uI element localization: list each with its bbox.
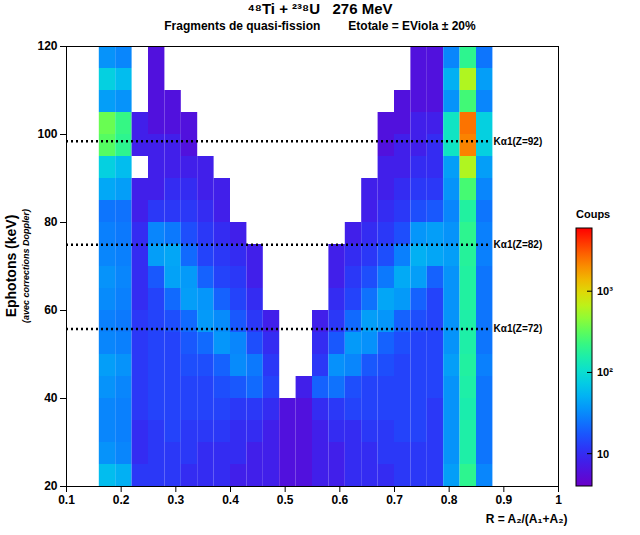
html-text:Etotale = EViola ± 20%: Etotale = EViola ± 20% bbox=[348, 19, 476, 33]
svg-text:100: 100 bbox=[37, 127, 57, 141]
svg-text:Kα1(Z=92): Kα1(Z=92) bbox=[494, 136, 543, 147]
svg-text:0.3: 0.3 bbox=[167, 493, 184, 507]
html-text:Fragments de quasi-fission: Fragments de quasi-fission bbox=[164, 19, 321, 33]
svg-text:Kα1(Z=82): Kα1(Z=82) bbox=[494, 239, 543, 250]
svg-text:(avec corrections Doppler): (avec corrections Doppler) bbox=[21, 209, 31, 323]
svg-text:40: 40 bbox=[44, 391, 58, 405]
svg-text:10²: 10² bbox=[597, 366, 613, 378]
svg-text:Ephotons (keV): Ephotons (keV) bbox=[3, 215, 19, 318]
svg-text:R = A₂/(A₁+A₂): R = A₂/(A₁+A₂) bbox=[486, 512, 568, 526]
svg-text:0.6: 0.6 bbox=[331, 493, 348, 507]
svg-text:Kα1(Z=72): Kα1(Z=72) bbox=[494, 323, 543, 334]
svg-text:0.8: 0.8 bbox=[441, 493, 458, 507]
svg-text:0.7: 0.7 bbox=[386, 493, 403, 507]
svg-text:80: 80 bbox=[44, 215, 58, 229]
svg-text:0.2: 0.2 bbox=[113, 493, 130, 507]
svg-text:10³: 10³ bbox=[597, 285, 613, 297]
svg-text:120: 120 bbox=[37, 39, 57, 53]
svg-text:Coups: Coups bbox=[576, 208, 610, 220]
svg-text:0.1: 0.1 bbox=[58, 493, 75, 507]
svg-text:1: 1 bbox=[555, 493, 562, 507]
svg-text:60: 60 bbox=[44, 303, 58, 317]
svg-text:0.5: 0.5 bbox=[277, 493, 294, 507]
svg-text:0.9: 0.9 bbox=[495, 493, 512, 507]
svg-text:10: 10 bbox=[597, 448, 609, 460]
svg-text:0.4: 0.4 bbox=[222, 493, 239, 507]
svg-text:20: 20 bbox=[44, 479, 58, 493]
html-text:⁴⁸Ti + ²³⁸U 276 MeV: ⁴⁸Ti + ²³⁸U 276 MeV bbox=[247, 0, 393, 17]
